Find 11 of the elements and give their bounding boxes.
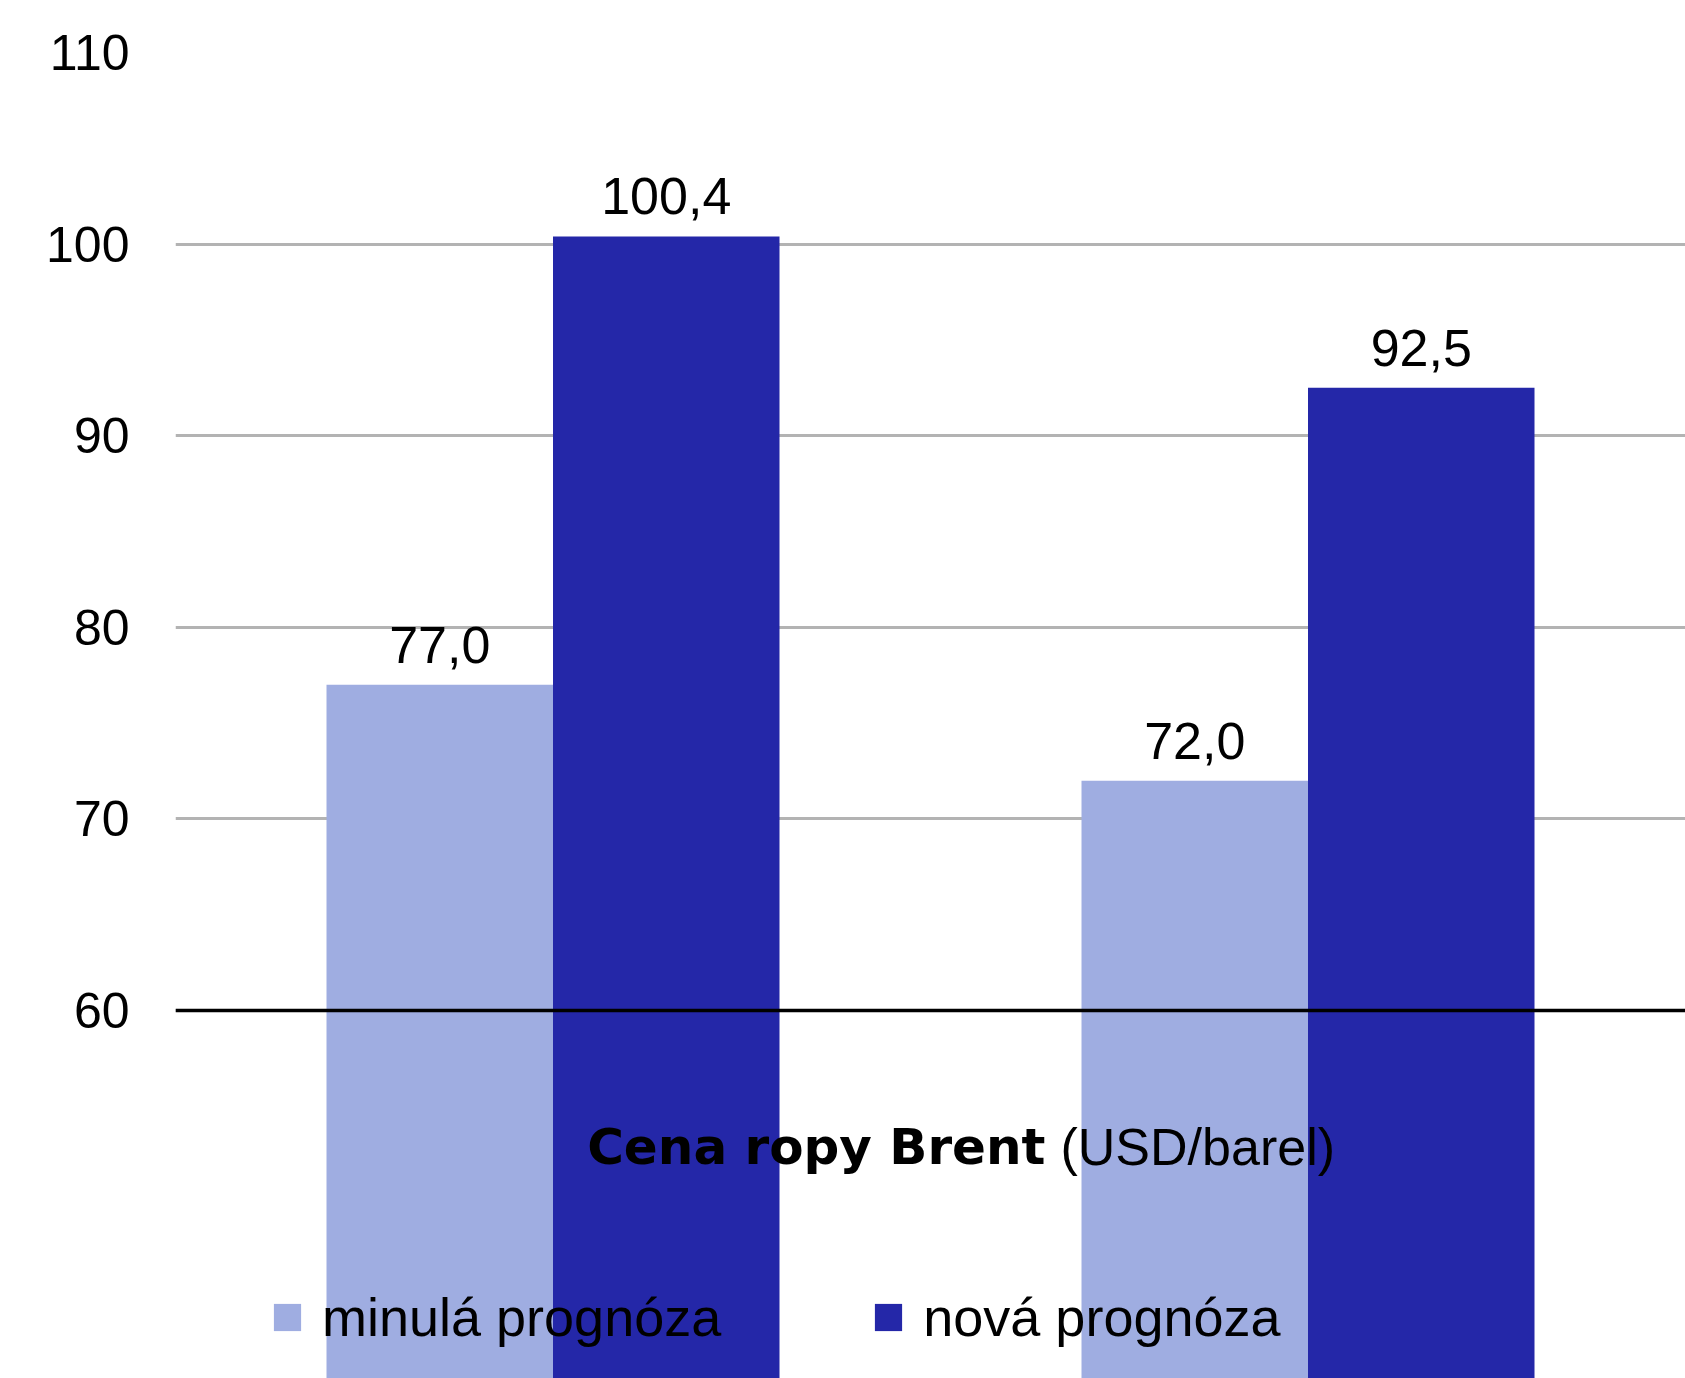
y-tick-label: 110	[49, 25, 130, 81]
data-label: 77,0	[389, 615, 491, 674]
data-label: 72,0	[1144, 711, 1246, 770]
data-label: 92,5	[1370, 318, 1472, 377]
data-label: 100,4	[601, 167, 732, 226]
y-tick-label: 100	[46, 216, 130, 273]
legend-label: nová prognóza	[923, 1286, 1281, 1348]
y-tick-label: 90	[73, 408, 130, 465]
y-tick-label: 70	[73, 791, 130, 848]
y-tick-label: 80	[73, 599, 130, 656]
y-tick-label: 60	[73, 983, 130, 1040]
